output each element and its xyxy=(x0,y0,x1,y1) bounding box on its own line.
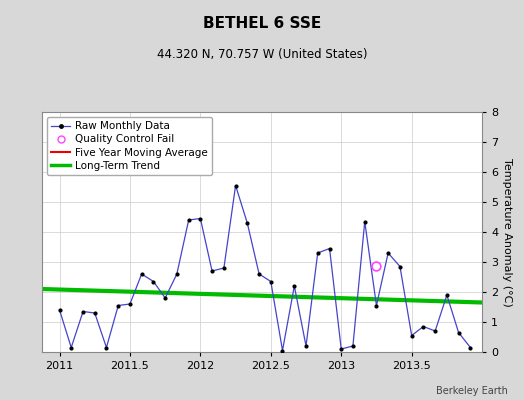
Point xyxy=(372,263,380,270)
Legend: Raw Monthly Data, Quality Control Fail, Five Year Moving Average, Long-Term Tren: Raw Monthly Data, Quality Control Fail, … xyxy=(47,117,212,175)
Text: 44.320 N, 70.757 W (United States): 44.320 N, 70.757 W (United States) xyxy=(157,48,367,61)
Y-axis label: Temperature Anomaly (°C): Temperature Anomaly (°C) xyxy=(502,158,512,306)
Text: Berkeley Earth: Berkeley Earth xyxy=(436,386,508,396)
Text: BETHEL 6 SSE: BETHEL 6 SSE xyxy=(203,16,321,31)
